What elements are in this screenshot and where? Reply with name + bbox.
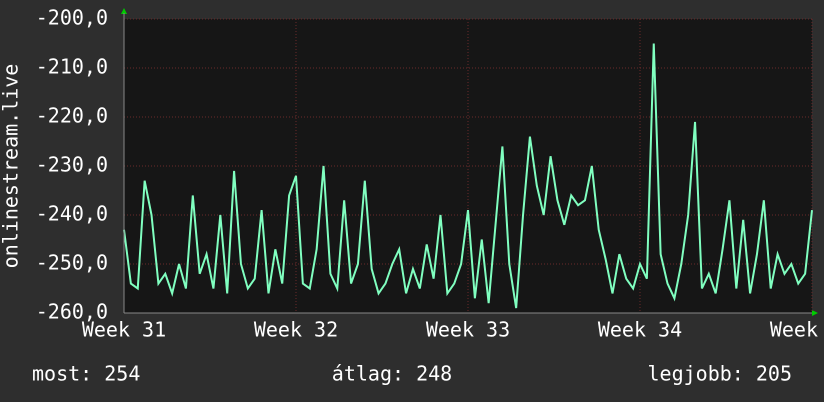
- y-tick-label: -250,0: [36, 251, 108, 275]
- y-tick-label: -200,0: [36, 6, 108, 30]
- footer-stat: most: 254: [32, 362, 140, 386]
- footer-stat: átlag: 248: [332, 362, 452, 386]
- x-tick-label: Week 33: [426, 318, 510, 342]
- y-tick-label: -210,0: [36, 55, 108, 79]
- axis-arrow: [812, 310, 818, 316]
- x-tick-label: Week 32: [254, 318, 338, 342]
- x-tick-label: Week 35: [770, 318, 824, 342]
- y-tick-label: -260,0: [36, 300, 108, 324]
- y-axis-label: onlinestream.live: [0, 64, 23, 269]
- axis-arrow: [121, 8, 127, 14]
- series-line: [123, 43, 813, 309]
- footer-stat: legjobb: 205: [648, 362, 793, 386]
- y-tick-label: -220,0: [36, 104, 108, 128]
- y-tick-label: -240,0: [36, 202, 108, 226]
- x-tick-label: Week 34: [598, 318, 682, 342]
- y-tick-label: -230,0: [36, 153, 108, 177]
- x-tick-label: Week 31: [82, 318, 166, 342]
